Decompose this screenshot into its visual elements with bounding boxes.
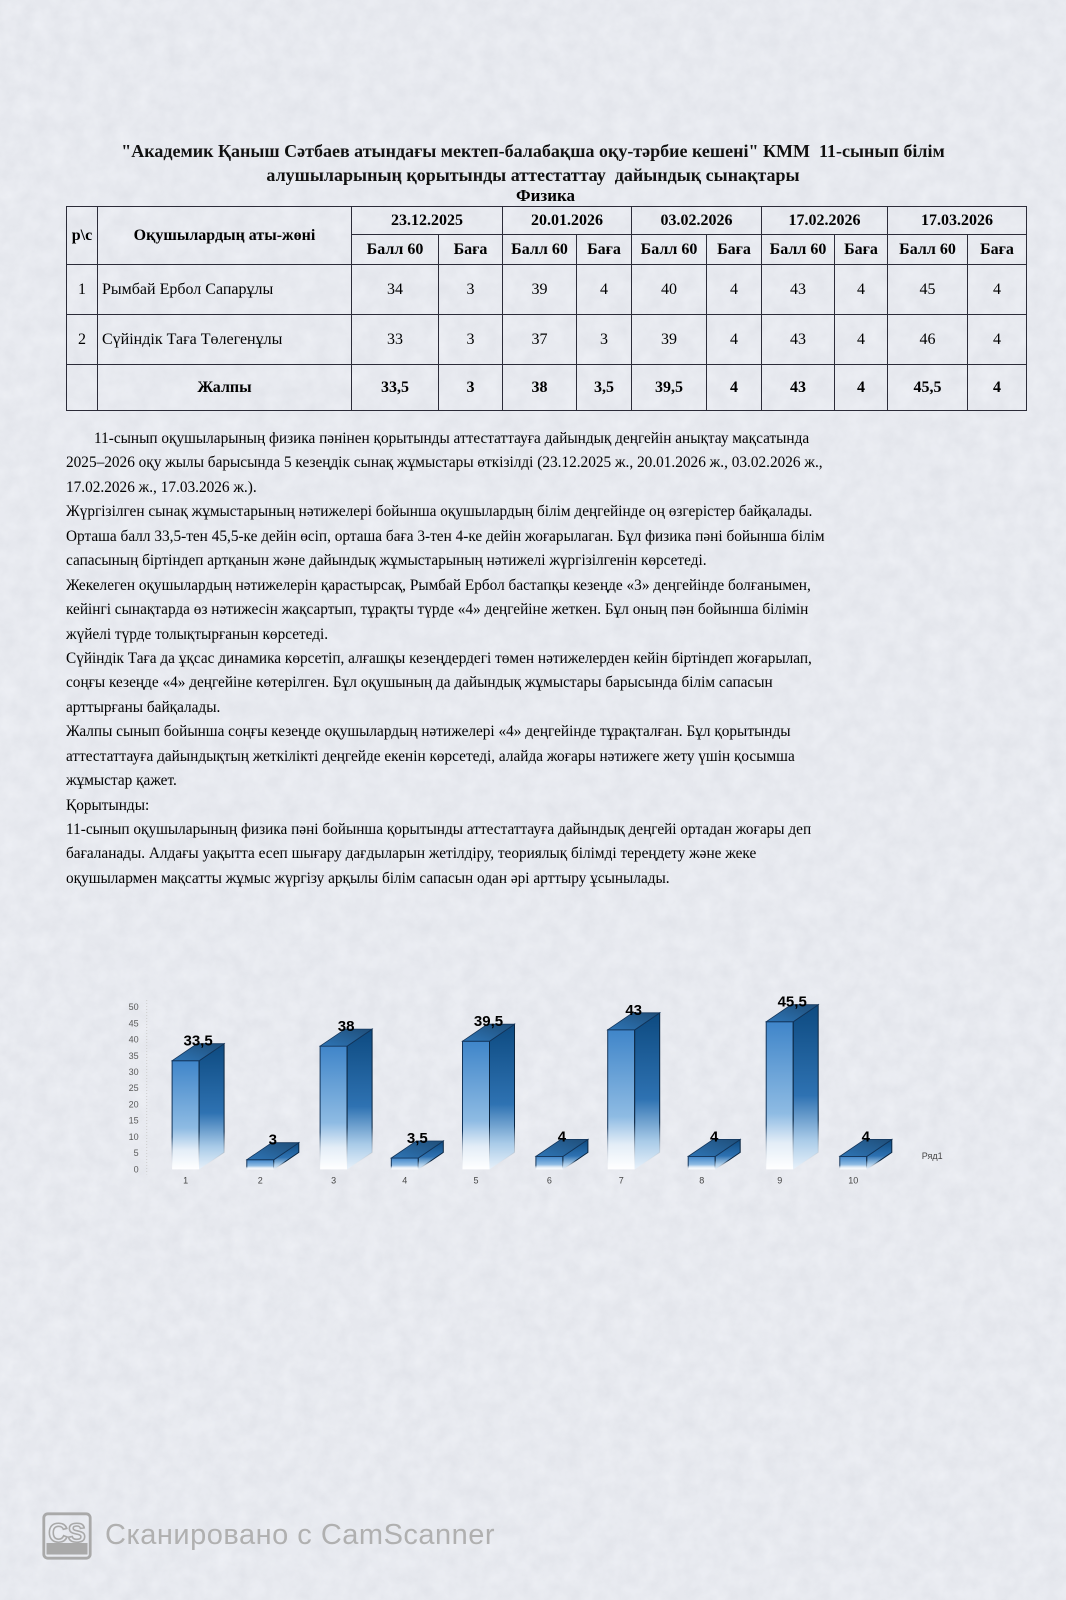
svg-text:50: 50: [129, 1002, 139, 1012]
svg-text:5: 5: [134, 1148, 139, 1158]
svg-text:2: 2: [258, 1175, 263, 1185]
svg-text:15: 15: [129, 1116, 139, 1126]
svg-text:3: 3: [269, 1132, 277, 1149]
svg-text:7: 7: [619, 1175, 624, 1185]
svg-text:40: 40: [129, 1035, 139, 1045]
svg-text:43: 43: [625, 1002, 642, 1019]
svg-text:Ряд1: Ряд1: [922, 1151, 943, 1161]
svg-text:45: 45: [129, 1018, 139, 1028]
svg-text:9: 9: [777, 1175, 782, 1185]
svg-text:5: 5: [473, 1175, 478, 1185]
svg-text:4: 4: [402, 1175, 407, 1185]
svg-text:8: 8: [699, 1175, 704, 1185]
svg-text:6: 6: [547, 1175, 552, 1185]
svg-text:33,5: 33,5: [183, 1033, 212, 1050]
svg-text:39,5: 39,5: [474, 1013, 503, 1030]
svg-text:10: 10: [848, 1175, 858, 1185]
svg-text:10: 10: [129, 1132, 139, 1142]
svg-text:20: 20: [129, 1100, 139, 1110]
svg-text:25: 25: [129, 1083, 139, 1093]
svg-text:3: 3: [331, 1175, 336, 1185]
svg-text:35: 35: [129, 1051, 139, 1061]
svg-text:1: 1: [183, 1175, 188, 1185]
svg-text:30: 30: [129, 1067, 139, 1077]
svg-text:4: 4: [862, 1128, 871, 1145]
svg-text:4: 4: [558, 1128, 567, 1145]
svg-text:3,5: 3,5: [407, 1130, 428, 1147]
svg-text:0: 0: [134, 1164, 139, 1174]
svg-text:4: 4: [710, 1128, 719, 1145]
svg-text:38: 38: [338, 1018, 355, 1035]
svg-text:45,5: 45,5: [778, 994, 807, 1011]
svg-text:CS: CS: [48, 1518, 86, 1548]
